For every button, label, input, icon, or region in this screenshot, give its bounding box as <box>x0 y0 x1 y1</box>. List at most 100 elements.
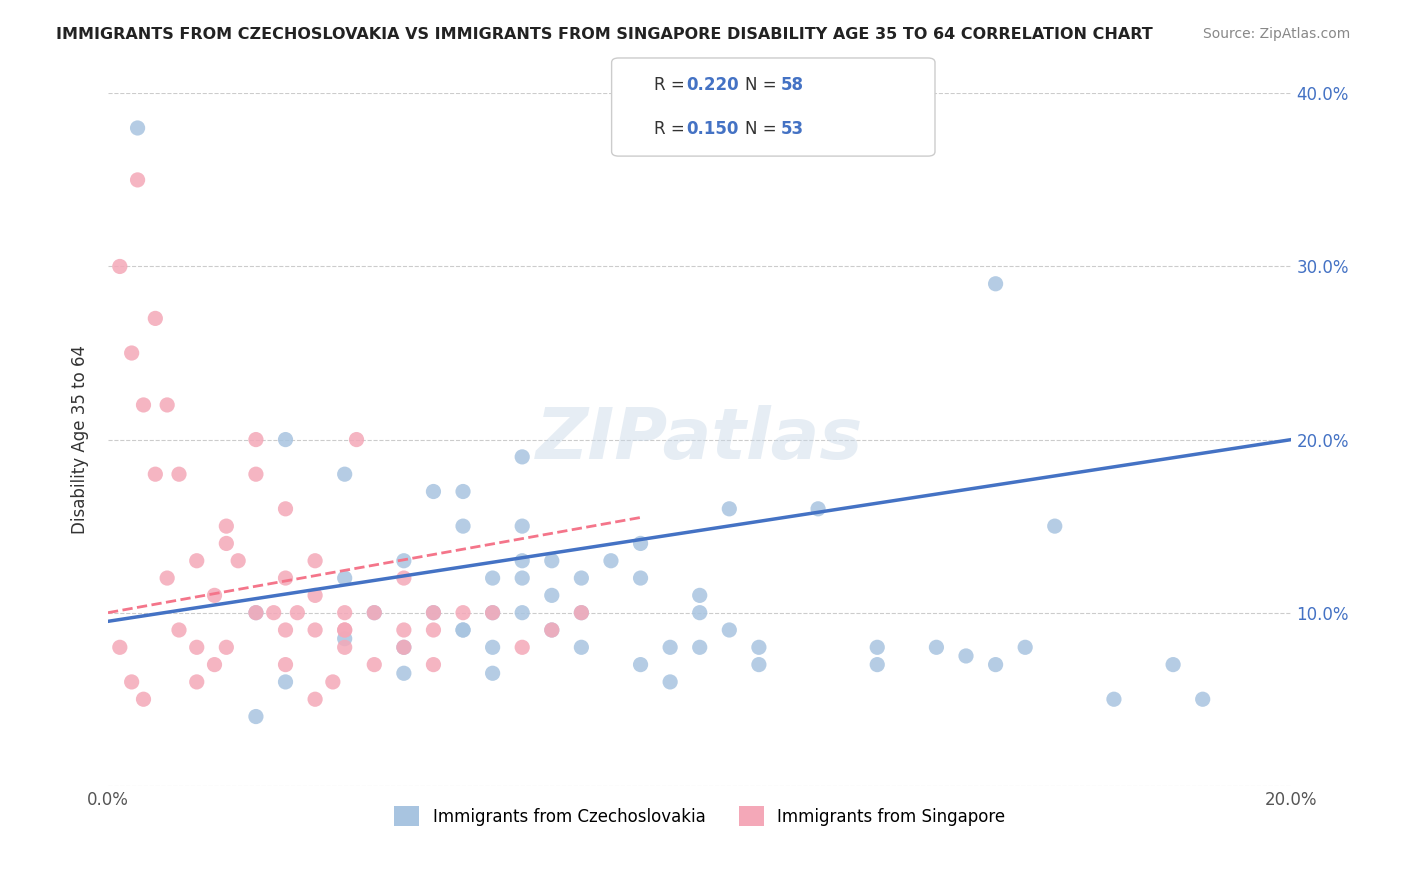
Text: IMMIGRANTS FROM CZECHOSLOVAKIA VS IMMIGRANTS FROM SINGAPORE DISABILITY AGE 35 TO: IMMIGRANTS FROM CZECHOSLOVAKIA VS IMMIGR… <box>56 27 1153 42</box>
Text: 53: 53 <box>780 120 803 138</box>
Point <box>422 623 444 637</box>
Point <box>451 606 474 620</box>
Point <box>363 657 385 672</box>
Point <box>807 501 830 516</box>
Point <box>569 640 592 655</box>
Point <box>569 606 592 620</box>
Point <box>510 571 533 585</box>
Point <box>274 433 297 447</box>
Point <box>363 606 385 620</box>
Point <box>510 640 533 655</box>
Point <box>285 606 308 620</box>
Point <box>274 571 297 585</box>
Point <box>304 588 326 602</box>
Point <box>1014 640 1036 655</box>
Point <box>132 692 155 706</box>
Point <box>866 657 889 672</box>
Point <box>540 588 562 602</box>
Point <box>984 657 1007 672</box>
Point <box>304 623 326 637</box>
Point <box>510 519 533 533</box>
Point <box>204 657 226 672</box>
Point <box>263 606 285 620</box>
Point <box>204 588 226 602</box>
Point <box>167 467 190 482</box>
Point <box>186 554 208 568</box>
Text: 58: 58 <box>780 76 803 94</box>
Point <box>226 554 249 568</box>
Point <box>274 623 297 637</box>
Point <box>1043 519 1066 533</box>
Point <box>245 606 267 620</box>
Point <box>392 623 415 637</box>
Point <box>274 657 297 672</box>
Point <box>689 640 711 655</box>
Point <box>659 674 682 689</box>
Point <box>363 606 385 620</box>
Point <box>392 666 415 681</box>
Point <box>481 640 503 655</box>
Point <box>510 606 533 620</box>
Point <box>121 674 143 689</box>
Point <box>630 536 652 550</box>
Point <box>333 640 356 655</box>
Point <box>718 501 741 516</box>
Point <box>167 623 190 637</box>
Point <box>422 657 444 672</box>
Y-axis label: Disability Age 35 to 64: Disability Age 35 to 64 <box>72 345 89 534</box>
Point <box>1161 657 1184 672</box>
Point <box>569 606 592 620</box>
Point <box>333 632 356 646</box>
Point <box>866 640 889 655</box>
Text: 0.150: 0.150 <box>686 120 738 138</box>
Point <box>143 467 166 482</box>
Point <box>392 640 415 655</box>
Point <box>481 571 503 585</box>
Point <box>925 640 948 655</box>
Point <box>274 674 297 689</box>
Point <box>481 666 503 681</box>
Point <box>1102 692 1125 706</box>
Point <box>333 623 356 637</box>
Point <box>156 571 179 585</box>
Point <box>540 623 562 637</box>
Point <box>245 709 267 723</box>
Point <box>451 623 474 637</box>
Point <box>984 277 1007 291</box>
Point <box>108 640 131 655</box>
Legend: Immigrants from Czechoslovakia, Immigrants from Singapore: Immigrants from Czechoslovakia, Immigran… <box>388 799 1012 833</box>
Point <box>245 433 267 447</box>
Point <box>689 606 711 620</box>
Point <box>322 674 344 689</box>
Point <box>333 571 356 585</box>
Point <box>481 606 503 620</box>
Point <box>955 648 977 663</box>
Point <box>748 640 770 655</box>
Point <box>600 554 623 568</box>
Point <box>304 554 326 568</box>
Text: Source: ZipAtlas.com: Source: ZipAtlas.com <box>1202 27 1350 41</box>
Point <box>132 398 155 412</box>
Point <box>245 606 267 620</box>
Point <box>689 588 711 602</box>
Point <box>718 623 741 637</box>
Point <box>215 640 238 655</box>
Point <box>186 640 208 655</box>
Point <box>274 501 297 516</box>
Point <box>748 657 770 672</box>
Point <box>451 484 474 499</box>
Point <box>333 606 356 620</box>
Text: R =: R = <box>654 120 690 138</box>
Point <box>346 433 368 447</box>
Point <box>569 571 592 585</box>
Point <box>481 606 503 620</box>
Point <box>630 571 652 585</box>
Text: 0.220: 0.220 <box>686 76 738 94</box>
Text: N =: N = <box>745 120 782 138</box>
Point <box>333 467 356 482</box>
Point <box>392 554 415 568</box>
Point <box>540 554 562 568</box>
Point <box>422 606 444 620</box>
Point <box>108 260 131 274</box>
Point <box>245 467 267 482</box>
